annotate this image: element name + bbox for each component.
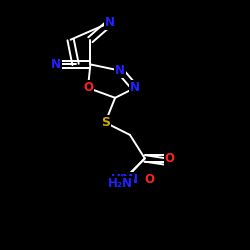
Text: N: N [105, 16, 115, 29]
Text: O: O [145, 173, 155, 186]
Text: H₂N: H₂N [108, 176, 132, 190]
Text: N: N [115, 64, 125, 77]
Text: S: S [101, 116, 110, 129]
Text: H2N: H2N [111, 173, 139, 186]
Text: N: N [130, 82, 140, 94]
Text: N: N [51, 58, 61, 71]
Text: O: O [164, 156, 174, 168]
Text: O: O [164, 152, 174, 165]
Text: O: O [83, 82, 93, 94]
